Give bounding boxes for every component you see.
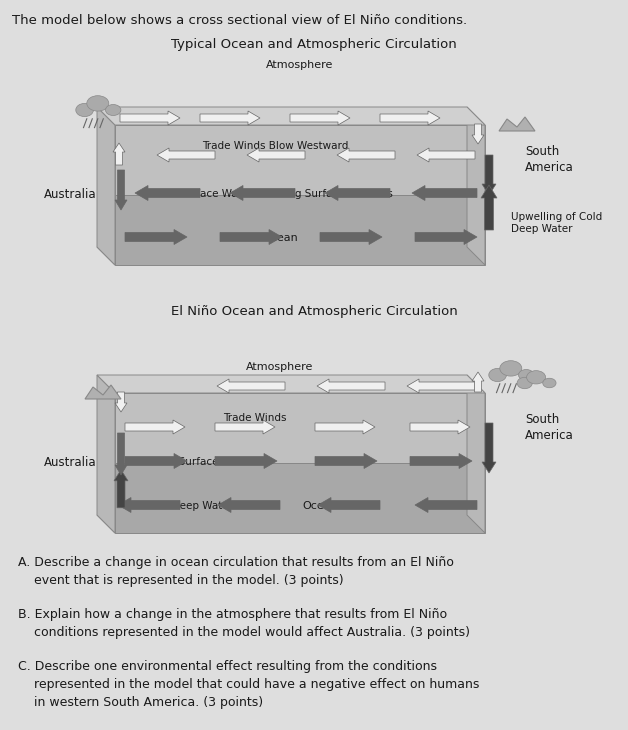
FancyArrow shape [472, 372, 484, 392]
FancyArrow shape [315, 453, 377, 469]
Text: Typical Ocean and Atmospheric Circulation: Typical Ocean and Atmospheric Circulatio… [171, 38, 457, 51]
FancyArrow shape [200, 111, 260, 125]
FancyArrow shape [113, 143, 125, 165]
Text: Warm Surface Water: Warm Surface Water [145, 457, 252, 467]
Ellipse shape [527, 371, 546, 384]
Polygon shape [97, 515, 485, 533]
FancyArrow shape [135, 185, 200, 201]
FancyArrow shape [115, 433, 127, 475]
FancyArrow shape [114, 470, 128, 508]
FancyArrow shape [315, 420, 375, 434]
FancyArrow shape [230, 185, 295, 201]
Text: Trade Winds Blow Westward: Trade Winds Blow Westward [202, 141, 348, 151]
FancyArrow shape [115, 392, 127, 412]
Polygon shape [115, 125, 485, 195]
FancyArrow shape [482, 423, 496, 473]
Text: A. Describe a change in ocean circulation that results from an El Niño
    event: A. Describe a change in ocean circulatio… [18, 556, 454, 587]
Ellipse shape [489, 369, 506, 382]
Polygon shape [115, 195, 485, 265]
FancyArrow shape [118, 498, 180, 512]
FancyArrow shape [481, 185, 497, 230]
FancyArrow shape [215, 453, 277, 469]
FancyArrow shape [125, 229, 187, 245]
Text: El Niño Ocean and Atmospheric Circulation: El Niño Ocean and Atmospheric Circulatio… [171, 305, 457, 318]
FancyArrow shape [320, 229, 382, 245]
Ellipse shape [106, 104, 121, 115]
Polygon shape [115, 463, 485, 533]
Polygon shape [97, 247, 485, 265]
Ellipse shape [87, 96, 109, 111]
Ellipse shape [519, 369, 534, 380]
FancyArrow shape [318, 498, 380, 512]
FancyArrow shape [415, 498, 477, 512]
FancyArrow shape [217, 379, 285, 393]
FancyArrow shape [410, 420, 470, 434]
FancyArrow shape [412, 185, 477, 201]
Polygon shape [499, 117, 535, 131]
FancyArrow shape [410, 453, 472, 469]
Text: Atmosphere: Atmosphere [246, 362, 314, 372]
FancyArrow shape [247, 148, 305, 162]
Text: Australia: Australia [45, 188, 97, 201]
Polygon shape [467, 107, 485, 265]
Text: Australia: Australia [45, 456, 97, 469]
FancyArrow shape [317, 379, 385, 393]
Ellipse shape [76, 104, 94, 117]
FancyArrow shape [218, 498, 280, 512]
Text: The model below shows a cross sectional view of El Niño conditions.: The model below shows a cross sectional … [12, 14, 467, 27]
Polygon shape [97, 375, 115, 533]
Ellipse shape [517, 377, 533, 388]
Text: South
America: South America [525, 413, 574, 442]
Text: Strong Surface Currents: Strong Surface Currents [267, 189, 393, 199]
FancyArrow shape [120, 111, 180, 125]
FancyArrow shape [337, 148, 395, 162]
Text: South
America: South America [525, 145, 574, 174]
FancyArrow shape [417, 148, 475, 162]
Polygon shape [97, 375, 485, 393]
Text: Atmosphere: Atmosphere [266, 60, 333, 70]
Polygon shape [467, 375, 485, 533]
Polygon shape [97, 107, 115, 265]
Text: Upwelling of Cold
Deep Water: Upwelling of Cold Deep Water [511, 212, 602, 234]
FancyArrow shape [115, 170, 127, 210]
FancyArrow shape [290, 111, 350, 125]
Polygon shape [115, 393, 485, 463]
FancyArrow shape [472, 124, 484, 144]
FancyArrow shape [325, 185, 390, 201]
FancyArrow shape [157, 148, 215, 162]
FancyArrow shape [407, 379, 475, 393]
FancyArrow shape [380, 111, 440, 125]
Ellipse shape [500, 361, 522, 376]
FancyArrow shape [125, 420, 185, 434]
Text: Cold Deep Water: Cold Deep Water [145, 501, 233, 511]
Text: Trade Winds: Trade Winds [223, 413, 287, 423]
FancyArrow shape [125, 453, 187, 469]
Text: Ocean: Ocean [262, 233, 298, 243]
FancyArrow shape [482, 155, 496, 195]
Text: B. Explain how a change in the atmosphere that results from El Niño
    conditio: B. Explain how a change in the atmospher… [18, 608, 470, 639]
FancyArrow shape [215, 420, 275, 434]
Ellipse shape [543, 378, 556, 388]
Polygon shape [85, 385, 121, 399]
Text: Warm Surface Water: Warm Surface Water [145, 189, 252, 199]
FancyArrow shape [415, 229, 477, 245]
Text: Ocean: Ocean [302, 501, 338, 511]
Polygon shape [97, 107, 485, 125]
Text: C. Describe one environmental effect resulting from the conditions
    represent: C. Describe one environmental effect res… [18, 660, 479, 709]
FancyArrow shape [220, 229, 282, 245]
